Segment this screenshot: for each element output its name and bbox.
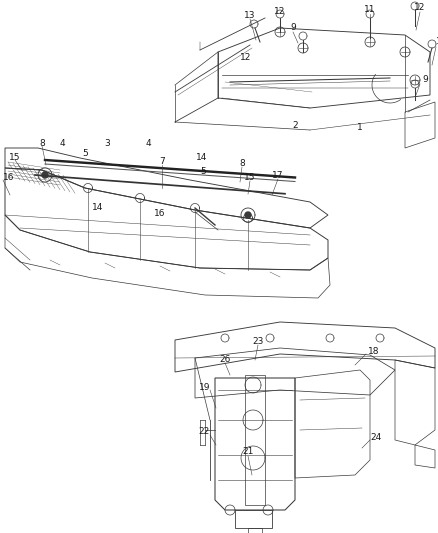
Text: 22: 22: [199, 427, 210, 437]
Text: 24: 24: [370, 433, 381, 442]
Text: 12: 12: [240, 52, 252, 61]
Text: 4: 4: [59, 139, 65, 148]
Text: 14: 14: [196, 152, 208, 161]
Text: 1: 1: [357, 124, 363, 133]
Text: 16: 16: [154, 208, 166, 217]
Polygon shape: [245, 212, 251, 218]
Text: 8: 8: [239, 159, 245, 168]
Text: 12: 12: [274, 7, 286, 17]
Text: 5: 5: [82, 149, 88, 157]
Text: 11: 11: [364, 4, 376, 13]
Text: 21: 21: [242, 448, 254, 456]
Text: 17: 17: [272, 172, 284, 181]
Text: 4: 4: [145, 139, 151, 148]
Text: 15: 15: [9, 152, 21, 161]
Text: 9: 9: [422, 76, 428, 85]
Text: 12: 12: [414, 3, 426, 12]
Text: 2: 2: [292, 120, 298, 130]
Text: 10: 10: [436, 37, 438, 46]
Polygon shape: [42, 172, 48, 178]
Text: 13: 13: [244, 12, 256, 20]
Text: 7: 7: [159, 157, 165, 166]
Text: 18: 18: [368, 348, 379, 357]
Text: 8: 8: [39, 139, 45, 148]
Text: 3: 3: [104, 139, 110, 148]
Text: 16: 16: [3, 174, 14, 182]
Text: 15: 15: [244, 174, 256, 182]
Text: 5: 5: [200, 167, 206, 176]
Text: 26: 26: [219, 356, 231, 365]
Text: 9: 9: [290, 23, 296, 33]
Text: 23: 23: [252, 337, 264, 346]
Text: 19: 19: [198, 384, 210, 392]
Text: 14: 14: [92, 203, 104, 212]
